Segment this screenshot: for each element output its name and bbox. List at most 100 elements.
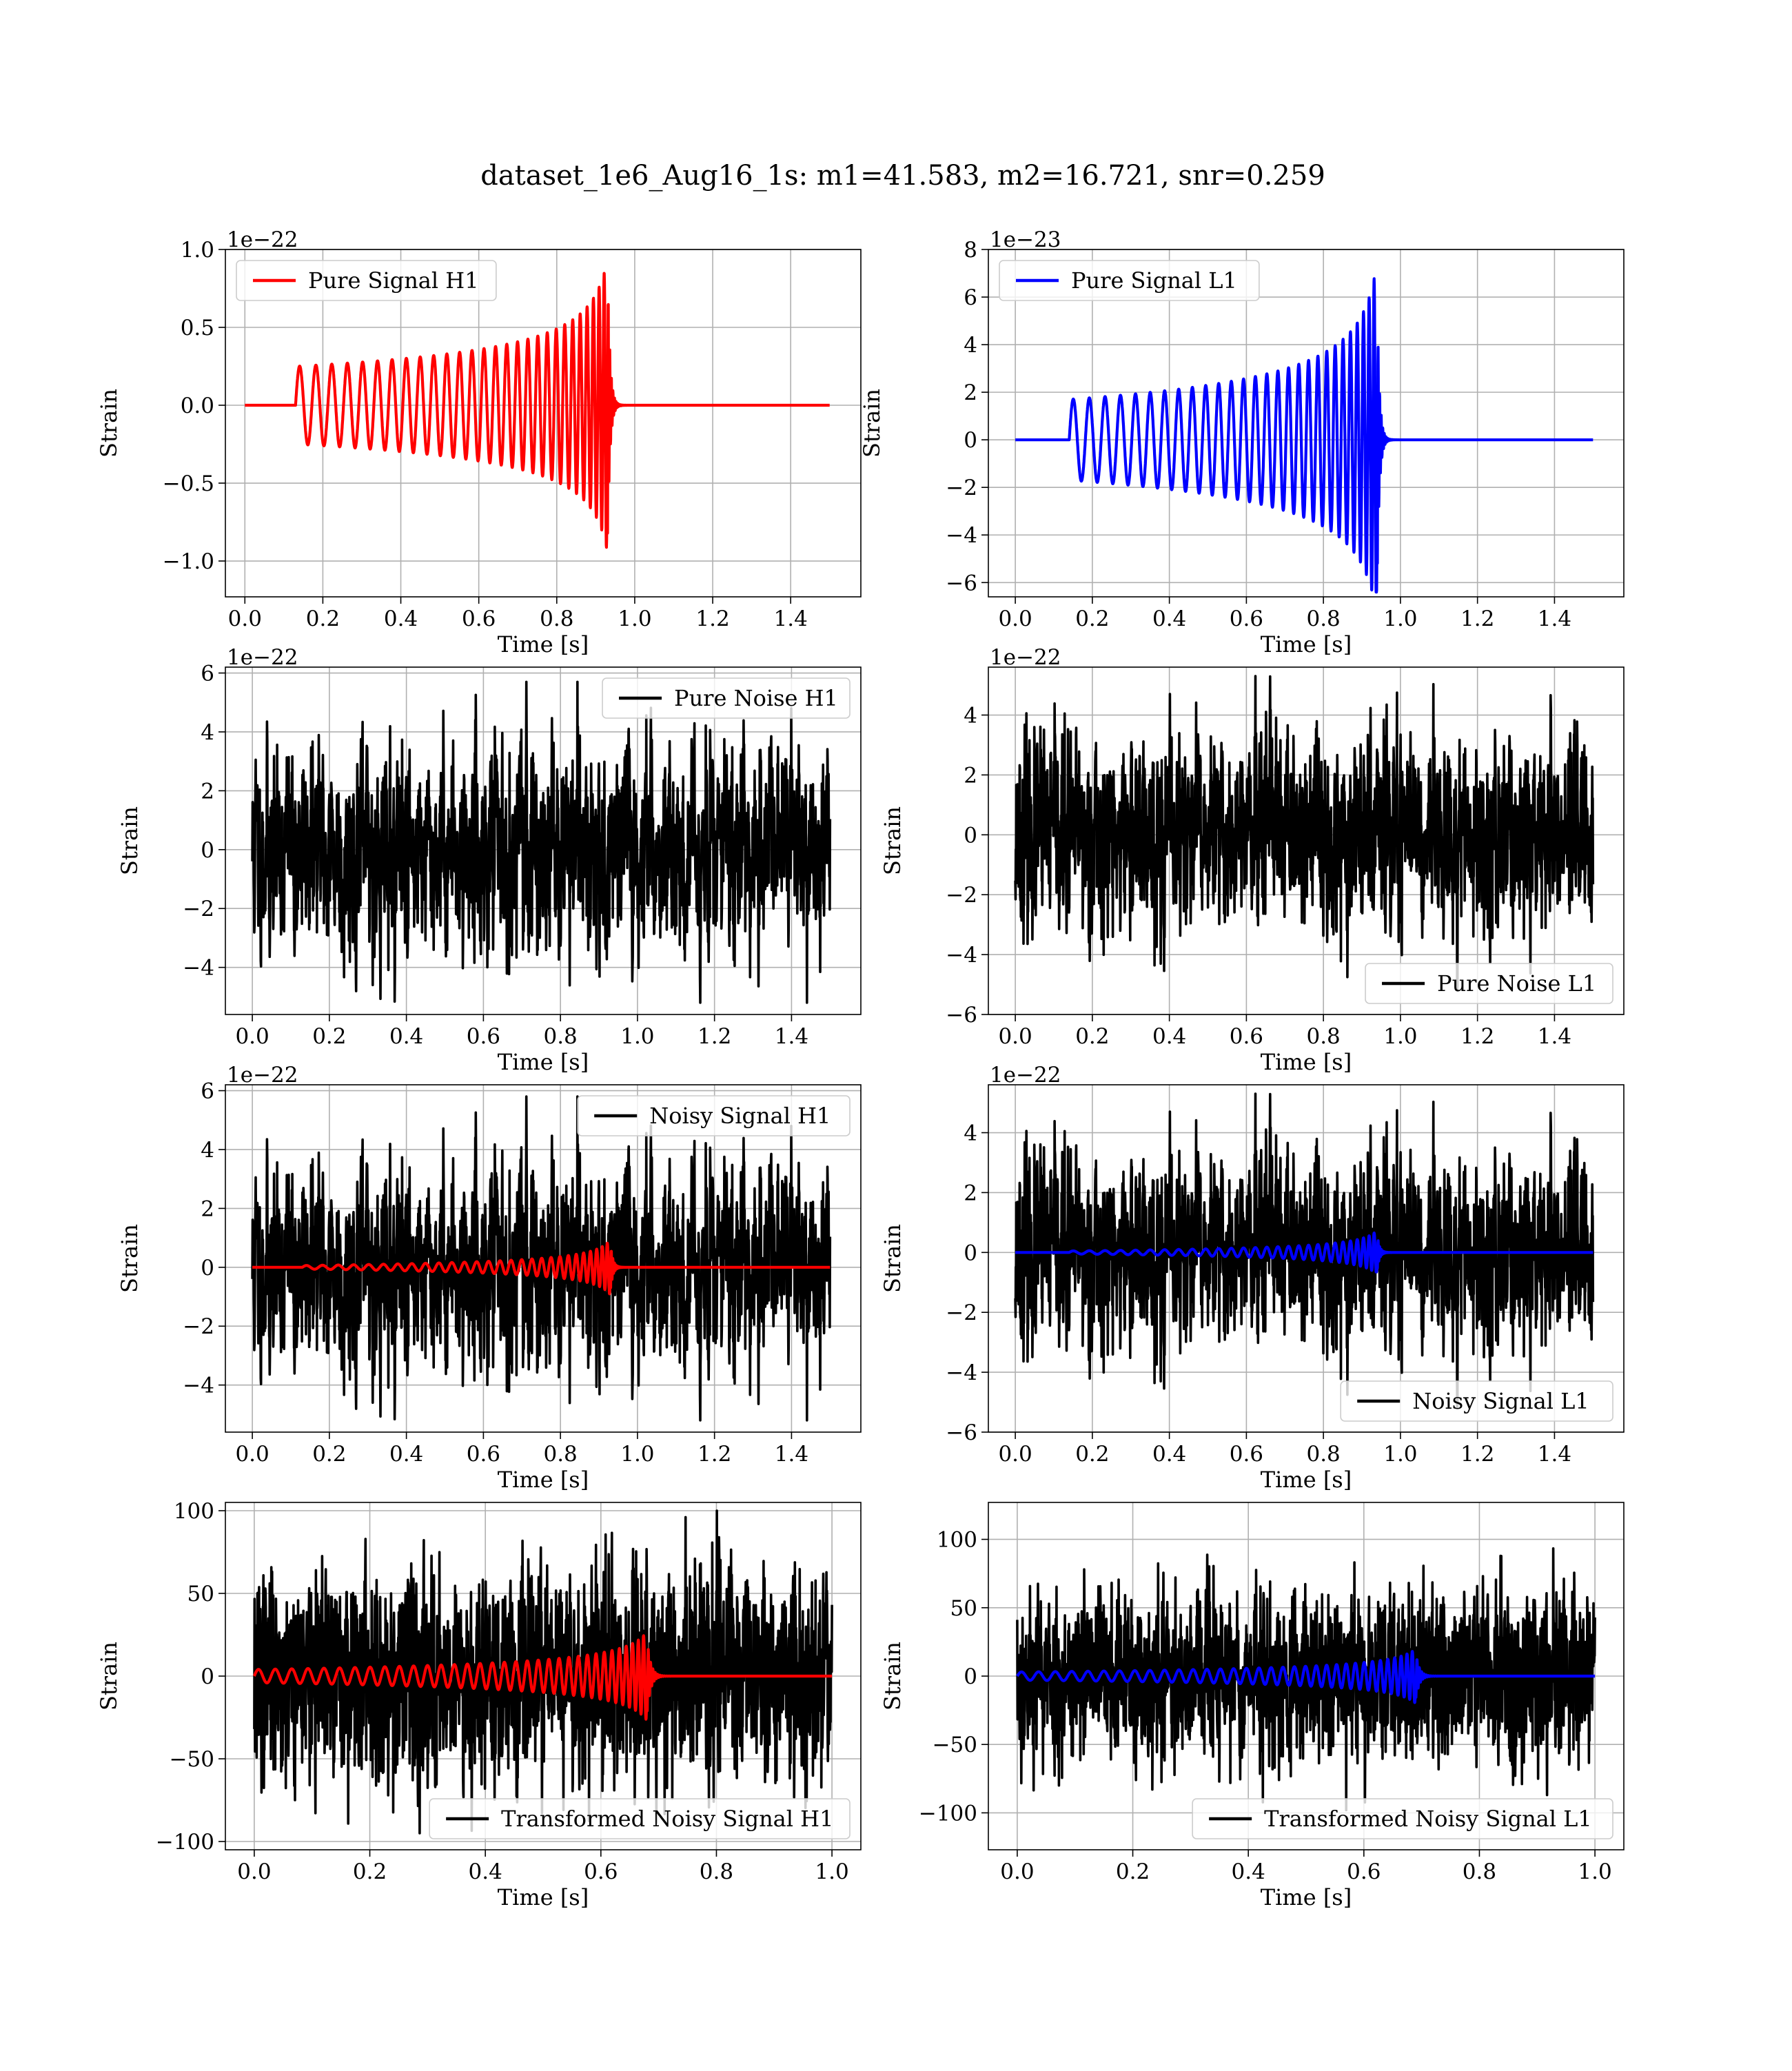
y-tick-label: −6 [946,1003,977,1028]
x-axis-label: Time [s] [498,1884,589,1910]
legend: Pure Noise L1 [1365,963,1613,1004]
legend-label: Noisy Signal H1 [649,1103,831,1129]
y-tick-label: 2 [201,779,214,804]
chart-noisy-signal-l1: 0.0 0.2 0.4 0.6 0.8 1.0 1.2 1.4 −6 −4 −2 0 2 4 Time [s… [879,1063,1625,1493]
legend: Noisy Signal H1 [577,1095,851,1136]
y-axis-label: Strain [116,1224,143,1293]
y-tick-label: 6 [201,1079,214,1104]
x-axis-label: Time [s] [1261,1884,1352,1910]
x-axis-label: Time [s] [1261,631,1352,657]
legend-label: Transformed Noisy Signal H1 [501,1806,833,1832]
x-tick-label: 0.0 [1000,1859,1034,1884]
y-tick-label: 2 [964,380,977,405]
legend-box [577,1095,851,1136]
x-tick-label: 1.0 [620,1024,654,1049]
figure-title: dataset_1e6_Aug16_1s: m1=41.583, m2=16.7… [480,160,1325,192]
x-axis-label: Time [s] [1261,1049,1352,1075]
x-tick-label: 0.4 [1232,1859,1265,1884]
legend-box [429,1798,851,1839]
axes-frame [225,666,862,1015]
axes-frame [988,666,1625,1015]
x-tick-label: 0.0 [998,1442,1032,1467]
x-axis-label: Time [s] [498,1467,589,1493]
x-tick-label: 1.2 [698,1024,731,1049]
y-tick-label: 0.0 [181,394,214,418]
x-tick-label: 1.0 [618,606,651,631]
x-tick-label: 0.4 [389,1024,423,1049]
y-tick-label: 4 [201,720,214,745]
series-line-noise [1016,1547,1596,1812]
x-tick-label: 0.6 [584,1859,618,1884]
series-line-signal [251,1241,832,1296]
y-tick-label: 50 [187,1582,214,1606]
y-tick-label: 4 [964,704,977,728]
series-group [1014,675,1595,990]
series-group [1016,1547,1596,1812]
y-tick-label: 6 [964,285,977,310]
series-group [243,272,831,549]
y-tick-label: 0 [964,1664,977,1689]
x-tick-label: 0.2 [312,1442,346,1467]
y-tick-label: −4 [946,523,977,548]
chart-pure-noise-h1: 0.0 0.2 0.4 0.6 0.8 1.0 1.2 1.4 −4 −2 0 2 4 6 Time [s]… [116,645,862,1075]
legend-label: Pure Signal L1 [1071,267,1237,294]
x-tick-label: 1.2 [1460,1442,1494,1467]
y-tick-label: 0 [201,838,214,863]
x-tick-label: 0.4 [389,1442,423,1467]
x-tick-label: 0.8 [543,1442,577,1467]
legend-box [236,260,497,301]
chart-transformed-noisy-signal-h1: 0.0 0.2 0.4 0.6 0.8 1.0 −100 −50 0 50 100 Time [s] S… [96,1499,862,1910]
y-tick-label: 50 [950,1596,977,1621]
y-axis-label: Strain [879,1642,906,1711]
y-tick-label: −4 [946,1360,977,1385]
x-tick-label: 0.6 [467,1442,500,1467]
legend-box [999,260,1260,301]
series-line-signal [1014,277,1595,594]
y-tick-label: −50 [170,1747,214,1772]
legend-label: Pure Noise L1 [1437,970,1596,997]
x-axis-label: Time [s] [498,631,589,657]
y-offset-text: 1e−22 [227,645,298,670]
y-axis-label: Strain [96,1642,122,1711]
y-offset-text: 1e−22 [227,1063,298,1088]
x-tick-label: 0.0 [228,606,262,631]
y-tick-label: 100 [937,1528,977,1553]
series-group [251,1095,832,1422]
chart-noisy-signal-h1: 0.0 0.2 0.4 0.6 0.8 1.0 1.2 1.4 −4 −2 0 2 4 6 Time [s]… [116,1063,862,1493]
x-tick-label: 1.0 [620,1442,654,1467]
x-tick-label: 1.4 [775,1442,808,1467]
y-tick-label: −2 [183,1314,214,1339]
y-tick-label: 2 [964,763,977,788]
chart-transformed-noisy-signal-l1: 0.0 0.2 0.4 0.6 0.8 1.0 −100 −50 0 50 100 Time [s] S… [879,1502,1625,1910]
y-tick-label: 100 [174,1499,214,1524]
y-offset-text: 1e−22 [990,1063,1061,1088]
legend: Pure Noise H1 [602,677,851,719]
x-tick-label: 0.8 [540,606,573,631]
legend: Transformed Noisy Signal H1 [429,1798,851,1839]
legend-label: Pure Signal H1 [308,267,479,294]
y-offset-text: 1e−22 [227,227,298,252]
legend: Transformed Noisy Signal L1 [1192,1798,1613,1839]
x-tick-label: 1.2 [1460,1024,1494,1049]
y-tick-label: −100 [156,1830,214,1855]
legend: Pure Signal L1 [999,260,1260,301]
series-line-signal [253,1634,833,1721]
y-tick-label: −4 [183,1374,214,1398]
series-line-noise [253,1509,833,1835]
series-line-noise [251,680,832,1004]
x-tick-label: 1.4 [1538,606,1571,631]
series-line-signal [1016,1650,1596,1704]
x-tick-label: 1.4 [774,606,808,631]
series-group [251,680,832,1004]
x-tick-label: 0.6 [1230,1024,1263,1049]
y-tick-label: −4 [946,943,977,968]
x-tick-label: 0.2 [1075,1442,1109,1467]
x-tick-label: 0.8 [543,1024,577,1049]
x-tick-label: 0.4 [469,1859,502,1884]
x-tick-label: 1.4 [1538,1024,1571,1049]
series-group [253,1509,833,1835]
x-tick-label: 0.0 [998,1024,1032,1049]
x-tick-label: 0.8 [1306,606,1340,631]
axes-frame [225,249,862,598]
